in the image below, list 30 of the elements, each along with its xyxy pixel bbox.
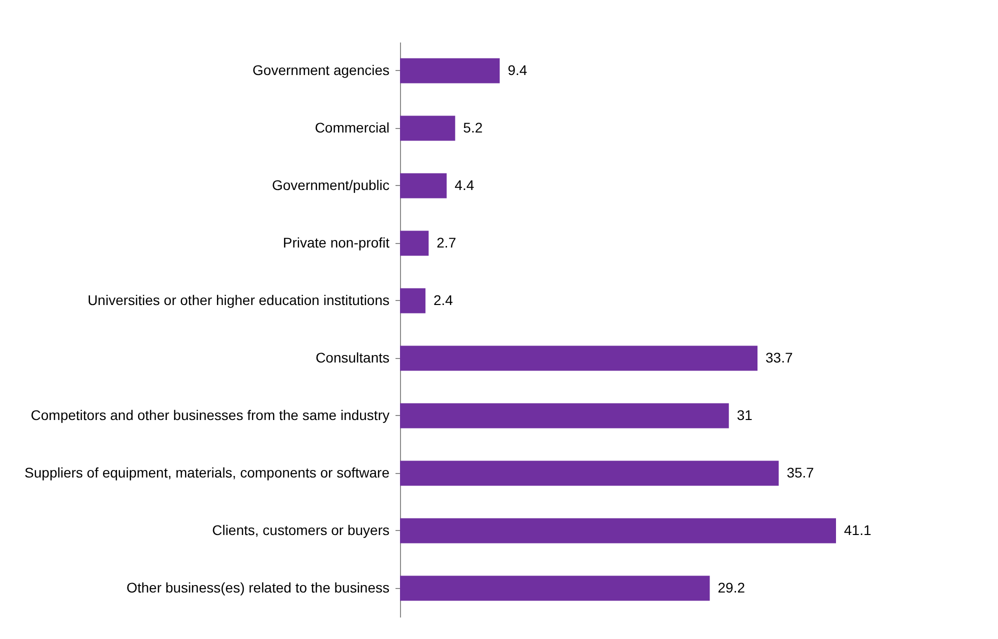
bar bbox=[400, 576, 710, 601]
data-label: 9.4 bbox=[508, 62, 528, 78]
bar bbox=[400, 288, 426, 314]
bar bbox=[400, 173, 447, 198]
y-tick-label: Consultants bbox=[316, 349, 390, 366]
y-tick-label: Universities or other higher education institutions bbox=[88, 292, 390, 308]
data-label: 4.4 bbox=[454, 176, 474, 193]
bar bbox=[400, 346, 758, 371]
bar bbox=[400, 230, 429, 256]
y-tick-label: Private non-profit bbox=[282, 234, 390, 250]
bar bbox=[400, 403, 729, 428]
data-label: 31 bbox=[736, 406, 753, 423]
y-tick-label: Competitors and other businesses from the same industry bbox=[30, 406, 390, 423]
y-tick-label: Government agencies bbox=[252, 62, 390, 78]
bar bbox=[400, 460, 779, 486]
y-tick-label: Government/public bbox=[272, 176, 390, 193]
data-label: 35.7 bbox=[786, 464, 814, 480]
y-tick-label: Other business(es) related to the business bbox=[126, 579, 390, 596]
y-tick-label: Commercial bbox=[314, 119, 390, 136]
data-label: 29.2 bbox=[718, 579, 746, 596]
data-label: 2.7 bbox=[436, 234, 456, 250]
data-label: 5.2 bbox=[463, 119, 483, 136]
bar bbox=[400, 116, 456, 141]
data-label: 41.1 bbox=[844, 522, 872, 538]
y-tick-label: Suppliers of equipment, materials, components or software bbox=[24, 464, 390, 480]
bar bbox=[400, 518, 836, 544]
y-tick-label: Clients, customers or buyers bbox=[212, 522, 390, 538]
data-label: 33.7 bbox=[766, 349, 793, 366]
bar bbox=[400, 58, 500, 84]
data-label: 2.4 bbox=[433, 292, 454, 308]
